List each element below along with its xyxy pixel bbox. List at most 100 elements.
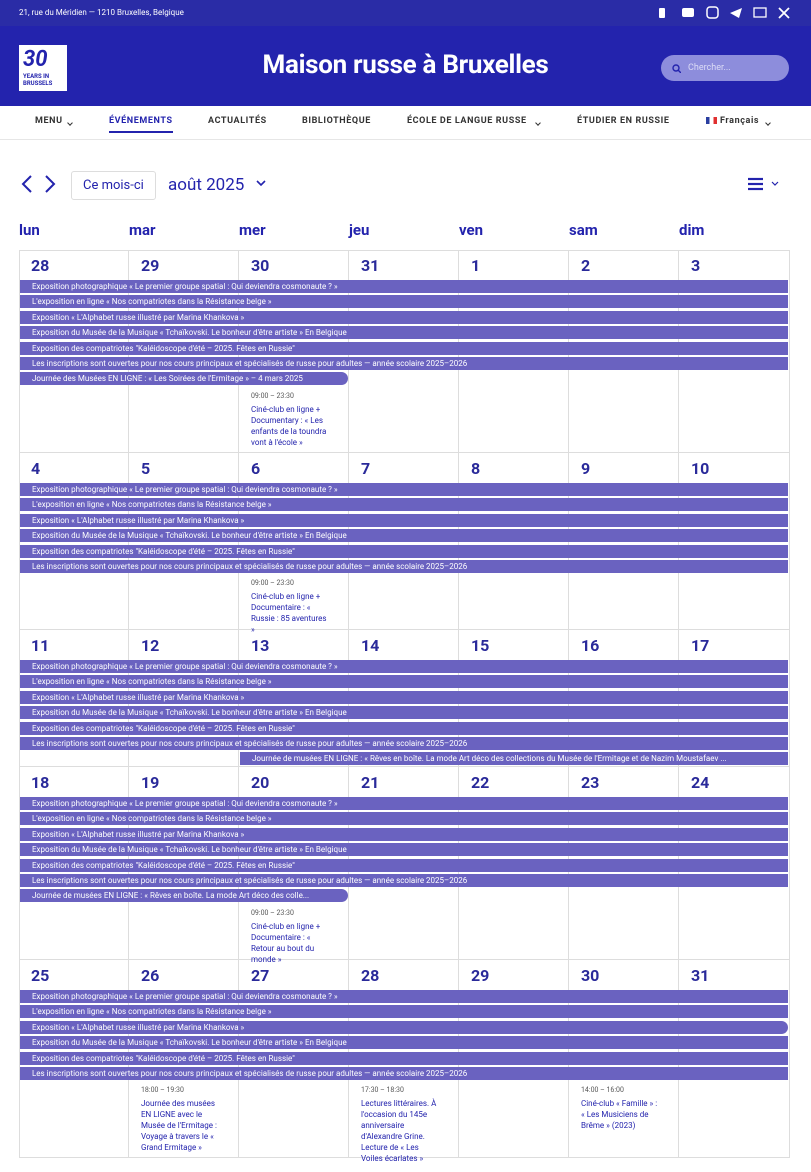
event-title[interactable]: Lectures littéraires. À l'occasion du 14… bbox=[361, 1099, 437, 1164]
nav-item[interactable]: MENU bbox=[35, 116, 63, 126]
event-bar[interactable]: L'exposition en ligne « Nos compatriotes… bbox=[20, 498, 788, 512]
event-bar[interactable]: Exposition des compatriotes "Kaléidoscop… bbox=[20, 341, 788, 355]
event-bar[interactable]: Exposition photographique « Le premier g… bbox=[20, 797, 788, 810]
day-number[interactable]: 3 bbox=[691, 256, 701, 275]
event-bar[interactable]: Les inscriptions sont ouvertes pour nos … bbox=[20, 357, 788, 370]
day-number[interactable]: 6 bbox=[251, 459, 261, 478]
view-caret[interactable] bbox=[771, 181, 779, 186]
day-number[interactable]: 9 bbox=[581, 459, 591, 478]
day-number[interactable]: 28 bbox=[31, 256, 50, 275]
day-number[interactable]: 19 bbox=[141, 773, 160, 792]
day-number[interactable]: 2 bbox=[581, 256, 591, 275]
nav-item[interactable]: ÉTUDIER EN RUSSIE bbox=[577, 116, 670, 126]
prev-month[interactable] bbox=[21, 175, 32, 193]
event-bar[interactable]: L'exposition en ligne « Nos compatriotes… bbox=[20, 1005, 788, 1019]
search-box[interactable]: Chercher... bbox=[661, 55, 789, 81]
event-bar[interactable]: Journée de musées EN LIGNE : « Rêves en … bbox=[20, 889, 348, 903]
day-number[interactable]: 28 bbox=[361, 966, 380, 985]
event-bar[interactable]: Journée de musées EN LIGNE : « Rêves en … bbox=[240, 752, 788, 766]
event-title[interactable]: Ciné-club en ligne + Documentary : « Les… bbox=[251, 404, 327, 447]
event-bar[interactable]: Exposition du Musée de la Musique « Tcha… bbox=[20, 843, 788, 857]
day-number[interactable]: 23 bbox=[581, 773, 600, 792]
event-bar[interactable]: Exposition des compatriotes "Kaléidoscop… bbox=[20, 858, 788, 872]
event-title[interactable]: Ciné-club en ligne + Documentaire : « Re… bbox=[251, 921, 321, 964]
day-number[interactable]: 29 bbox=[471, 966, 490, 985]
logo-number: 30 bbox=[23, 47, 48, 72]
day-number[interactable]: 30 bbox=[251, 256, 270, 275]
telegram-icon[interactable] bbox=[730, 8, 742, 18]
event-title[interactable]: Journée des musées EN LIGNE avec le Musé… bbox=[141, 1099, 217, 1153]
day-number[interactable]: 31 bbox=[691, 966, 710, 985]
event-bar[interactable]: Exposition photographique « Le premier g… bbox=[20, 483, 788, 496]
day-number[interactable]: 29 bbox=[141, 256, 160, 275]
logo[interactable]: 30 YEARS IN BRUSSELS bbox=[19, 45, 67, 91]
event-bar[interactable]: Exposition « L'Alphabet russe illustré p… bbox=[20, 827, 788, 841]
event-bar[interactable]: Exposition du Musée de la Musique « Tcha… bbox=[20, 1036, 788, 1050]
day-number[interactable]: 24 bbox=[691, 773, 710, 792]
nav-item[interactable]: BIBLIOTHÈQUE bbox=[302, 116, 371, 126]
event-time: 09:00 – 23:30 bbox=[251, 391, 294, 400]
event-title[interactable]: Ciné-club en ligne + Documentaire : « Ru… bbox=[251, 592, 327, 635]
day-number[interactable]: 8 bbox=[471, 459, 481, 478]
event-bar[interactable]: Exposition « L'Alphabet russe illustré p… bbox=[20, 690, 788, 704]
day-number[interactable]: 12 bbox=[141, 636, 160, 655]
instagram-icon[interactable] bbox=[706, 6, 719, 19]
next-month[interactable] bbox=[45, 175, 56, 193]
day-number[interactable]: 25 bbox=[31, 966, 50, 985]
event-bar[interactable]: Exposition des compatriotes "Kaléidoscop… bbox=[20, 721, 788, 735]
event-bar[interactable]: Journée des Musées EN LIGNE : « Les Soir… bbox=[20, 372, 348, 386]
day-number[interactable]: 16 bbox=[581, 636, 600, 655]
day-number[interactable]: 22 bbox=[471, 773, 490, 792]
day-number[interactable]: 15 bbox=[471, 636, 490, 655]
day-number[interactable]: 14 bbox=[361, 636, 380, 655]
x-icon[interactable] bbox=[778, 7, 790, 19]
day-number[interactable]: 5 bbox=[141, 459, 151, 478]
day-number[interactable]: 17 bbox=[691, 636, 710, 655]
day-number[interactable]: 7 bbox=[361, 459, 371, 478]
event-bar[interactable]: Exposition photographique « Le premier g… bbox=[20, 990, 788, 1003]
event-bar[interactable]: Exposition du Musée de la Musique « Tcha… bbox=[20, 706, 788, 720]
month-caret[interactable] bbox=[256, 180, 266, 187]
day-number[interactable]: 1 bbox=[471, 256, 481, 275]
day-number[interactable]: 4 bbox=[31, 459, 41, 478]
today-button[interactable]: Ce mois-ci bbox=[71, 171, 156, 200]
event-title[interactable]: Ciné-club « Famille » : « Les Musiciens … bbox=[581, 1099, 658, 1131]
day-number[interactable]: 31 bbox=[361, 256, 380, 275]
day-number[interactable]: 10 bbox=[691, 459, 710, 478]
event-bar[interactable]: Exposition des compatriotes "Kaléidoscop… bbox=[20, 1051, 788, 1065]
day-number[interactable]: 18 bbox=[31, 773, 50, 792]
top-bar: 21, rue du Méridien — 1210 Bruxelles, Be… bbox=[0, 0, 811, 26]
event-bar[interactable]: Exposition du Musée de la Musique « Tcha… bbox=[20, 529, 788, 543]
event-bar[interactable]: Les inscriptions sont ouvertes pour nos … bbox=[20, 560, 788, 573]
day-number[interactable]: 21 bbox=[361, 773, 380, 792]
day-number[interactable]: 30 bbox=[581, 966, 600, 985]
event-bar[interactable]: Exposition « L'Alphabet russe illustré p… bbox=[20, 1020, 788, 1034]
day-number[interactable]: 20 bbox=[251, 773, 270, 792]
day-number[interactable]: 11 bbox=[31, 636, 50, 655]
youtube-icon[interactable] bbox=[682, 8, 694, 17]
event-bar[interactable]: Exposition du Musée de la Musique « Tcha… bbox=[20, 326, 788, 340]
day-number[interactable]: 27 bbox=[251, 966, 270, 985]
event-bar[interactable]: Les inscriptions sont ouvertes pour nos … bbox=[20, 737, 788, 750]
mail-icon[interactable] bbox=[753, 7, 767, 18]
event-bar[interactable]: L'exposition en ligne « Nos compatriotes… bbox=[20, 295, 788, 309]
facebook-icon[interactable] bbox=[659, 8, 665, 18]
nav-item[interactable]: ÉCOLE DE LANGUE RUSSE bbox=[407, 116, 527, 126]
event-bar[interactable]: Exposition photographique « Le premier g… bbox=[20, 660, 788, 673]
event-bar[interactable]: Les inscriptions sont ouvertes pour nos … bbox=[20, 1067, 788, 1080]
event-bar[interactable]: Exposition des compatriotes "Kaléidoscop… bbox=[20, 544, 788, 558]
day-number[interactable]: 26 bbox=[141, 966, 160, 985]
address: 21, rue du Méridien — 1210 Bruxelles, Be… bbox=[19, 8, 184, 17]
event-bar[interactable]: L'exposition en ligne « Nos compatriotes… bbox=[20, 812, 788, 826]
nav-item[interactable]: ÉVÉNEMENTS bbox=[109, 116, 173, 133]
month-label[interactable]: août 2025 bbox=[168, 175, 245, 195]
event-bar[interactable]: L'exposition en ligne « Nos compatriotes… bbox=[20, 675, 788, 689]
nav-item[interactable]: Français bbox=[720, 116, 760, 126]
event-bar[interactable]: Les inscriptions sont ouvertes pour nos … bbox=[20, 874, 788, 887]
event-bar[interactable]: Exposition « L'Alphabet russe illustré p… bbox=[20, 513, 788, 527]
view-switch[interactable] bbox=[748, 177, 763, 191]
event-bar[interactable]: Exposition « L'Alphabet russe illustré p… bbox=[20, 310, 788, 324]
day-number[interactable]: 13 bbox=[251, 636, 270, 655]
event-bar[interactable]: Exposition photographique « Le premier g… bbox=[20, 280, 788, 293]
nav-item[interactable]: ACTUALITÉS bbox=[208, 116, 267, 126]
